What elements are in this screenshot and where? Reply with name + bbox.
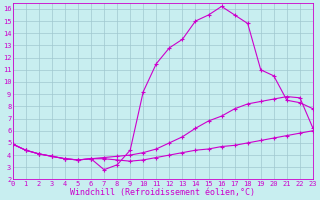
X-axis label: Windchill (Refroidissement éolien,°C): Windchill (Refroidissement éolien,°C) — [70, 188, 255, 197]
